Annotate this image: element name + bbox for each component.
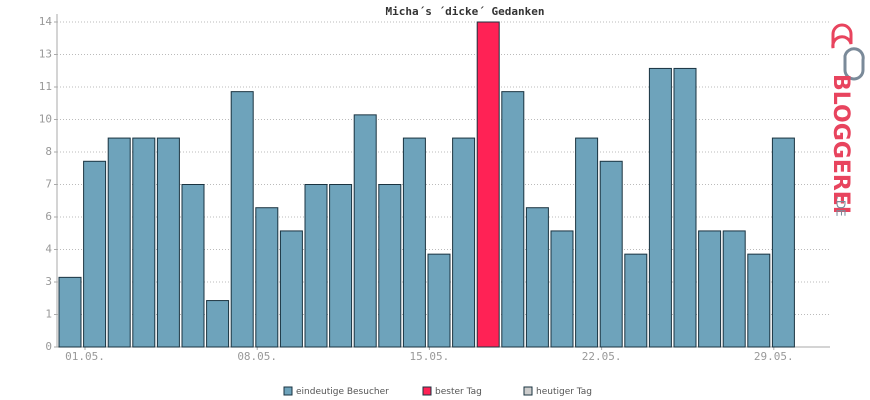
legend-swatch bbox=[523, 386, 533, 396]
bar bbox=[525, 207, 549, 348]
bar bbox=[230, 91, 254, 348]
chart-title: Micha´s ´dicke´ Gedanken bbox=[386, 5, 545, 18]
y-tick-label: 7 bbox=[45, 178, 52, 191]
bar bbox=[279, 230, 303, 348]
bar bbox=[722, 230, 746, 348]
bar bbox=[599, 160, 623, 348]
bar bbox=[156, 137, 180, 348]
bar bbox=[624, 253, 648, 348]
logo-suffix: .DE bbox=[834, 196, 848, 217]
y-tick-label: 8 bbox=[45, 145, 52, 158]
x-tick-label: 22.05. bbox=[582, 350, 622, 363]
bar bbox=[698, 230, 722, 348]
bar bbox=[501, 91, 525, 348]
bar bbox=[452, 137, 476, 348]
y-tick-label: 3 bbox=[45, 275, 52, 288]
logo-text: BLOGGEREI bbox=[828, 74, 853, 214]
bar bbox=[353, 114, 377, 348]
y-tick-label: 0 bbox=[45, 340, 52, 353]
x-tick-label: 29.05. bbox=[754, 350, 794, 363]
y-tick-label: 13 bbox=[39, 48, 52, 61]
y-tick-label: 14 bbox=[39, 15, 53, 28]
bar bbox=[83, 160, 107, 348]
x-tick-label: 08.05. bbox=[237, 350, 277, 363]
logo: BLOGGEREI .DE bbox=[828, 23, 865, 217]
bar bbox=[304, 184, 328, 348]
bar bbox=[329, 184, 353, 348]
logo-icon bbox=[831, 23, 853, 49]
bar bbox=[427, 253, 451, 348]
x-tick-label: 01.05. bbox=[65, 350, 105, 363]
bar bbox=[132, 137, 156, 348]
bar bbox=[648, 67, 672, 348]
legend-label: bester Tag bbox=[435, 387, 482, 397]
y-tick-label: 6 bbox=[45, 210, 52, 223]
bar bbox=[107, 137, 131, 348]
legend-label: heutiger Tag bbox=[536, 387, 592, 397]
bar bbox=[673, 67, 697, 348]
y-tick-label: 4 bbox=[45, 243, 52, 256]
bar bbox=[206, 300, 230, 348]
bar bbox=[378, 184, 402, 348]
legend-label: eindeutige Besucher bbox=[296, 387, 389, 397]
bar bbox=[402, 137, 426, 348]
bar bbox=[476, 21, 500, 348]
bar bbox=[747, 253, 771, 348]
bar bbox=[58, 276, 82, 348]
legend-swatch bbox=[422, 386, 432, 396]
legend-swatch bbox=[283, 386, 293, 396]
bar bbox=[575, 137, 599, 348]
x-tick-label: 15.05. bbox=[410, 350, 450, 363]
logo-icon bbox=[843, 47, 865, 81]
bar bbox=[255, 207, 279, 348]
y-tick-label: 11 bbox=[39, 80, 52, 93]
bar bbox=[771, 137, 795, 348]
y-tick-label: 10 bbox=[39, 113, 52, 126]
bar bbox=[181, 184, 205, 348]
bar bbox=[550, 230, 574, 348]
y-tick-label: 1 bbox=[45, 308, 52, 321]
